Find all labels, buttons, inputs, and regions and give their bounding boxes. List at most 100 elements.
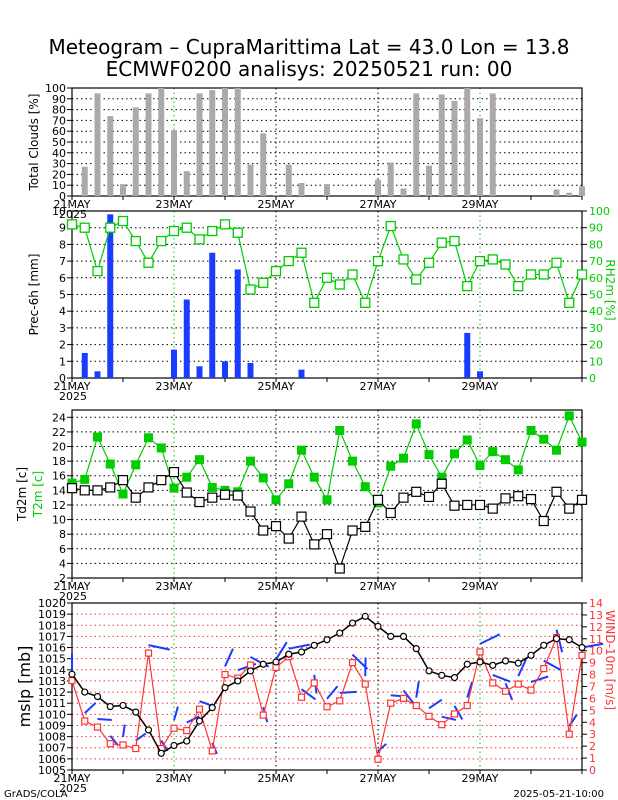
td2m-marker — [347, 525, 358, 536]
wind-barb — [428, 698, 443, 710]
y-tick-label: 1008 — [38, 731, 66, 744]
wind-marker — [183, 727, 191, 735]
t2m-marker — [399, 453, 408, 463]
rh-marker — [258, 277, 269, 288]
y-right-tick-label: 9 — [589, 657, 596, 670]
y-tick-label: 80 — [52, 104, 66, 117]
y-tick-label: 1012 — [38, 686, 66, 699]
x-tick-label: 29MAY — [462, 380, 499, 393]
td2m-marker — [334, 563, 345, 574]
y-tick-label: 60 — [52, 125, 66, 138]
wind-barb — [492, 673, 511, 683]
y-tick-label: 16 — [52, 470, 66, 483]
td2m-marker — [181, 487, 192, 498]
t2m-marker — [411, 419, 421, 429]
cloud-bar — [566, 192, 573, 196]
t2m-marker — [348, 456, 357, 466]
y-right-tick-label: 0 — [589, 372, 596, 385]
precip-bar — [196, 366, 203, 378]
mslp-marker — [119, 701, 127, 710]
y-tick-label: 90 — [52, 93, 66, 106]
mslp-marker — [336, 629, 344, 637]
t2m-marker — [284, 479, 294, 489]
rh-marker — [321, 272, 333, 283]
footer-left: GrADS/COLA — [4, 789, 68, 800]
y-right-tick-label: 10 — [589, 645, 603, 658]
y-right-tick-label: 14 — [589, 597, 603, 610]
rh-marker — [270, 265, 282, 277]
wind-marker — [514, 680, 522, 688]
mslp-marker — [501, 657, 510, 665]
t2m-marker — [360, 482, 370, 492]
t2m-marker — [144, 433, 153, 443]
wind-barb — [97, 718, 112, 722]
x-year-label: 2025 — [59, 390, 87, 403]
rh-marker — [283, 255, 294, 267]
mslp-marker — [361, 612, 369, 620]
mslp-marker — [348, 619, 357, 627]
td2m-ylabel: Td2m [c] — [15, 467, 29, 522]
wind-marker — [144, 649, 153, 657]
wind-barb — [402, 689, 415, 705]
cloud-bar — [438, 94, 445, 196]
wind-marker — [450, 710, 459, 718]
x-tick-label: 29MAY — [462, 198, 499, 211]
y-tick-label: 2 — [59, 339, 66, 352]
y-tick-label: 1018 — [38, 619, 66, 632]
cloud-bar — [94, 93, 101, 196]
chart-title-line1: Meteogram – CupraMarittima Lat = 43.0 Lo… — [48, 35, 569, 59]
y-right-tick-label: 11 — [589, 633, 603, 646]
td2m-marker — [105, 482, 116, 493]
mslp-marker — [132, 708, 140, 716]
cloud-bar — [234, 88, 241, 196]
y-tick-label: 6 — [59, 272, 66, 285]
y-right-tick-label: 40 — [589, 305, 603, 318]
x-tick-label: 21MAY — [54, 198, 91, 211]
y-tick-label: 70 — [52, 114, 66, 127]
rh-marker — [487, 254, 498, 265]
wind-marker — [527, 686, 535, 694]
rh-marker — [411, 274, 422, 285]
t2m-marker — [169, 483, 179, 493]
y-tick-label: 4 — [59, 305, 66, 318]
t2m-marker — [105, 459, 115, 469]
x-tick-label: 23MAY — [156, 198, 193, 211]
x-tick-label: 25MAY — [258, 380, 295, 393]
y-tick-label: 1 — [59, 355, 66, 368]
cloud-bar — [260, 133, 267, 196]
clouds-ylabel: Total Clouds [%] — [27, 94, 41, 192]
t2m-marker — [156, 443, 166, 453]
t2m-marker — [513, 465, 523, 475]
td2m-marker — [309, 539, 320, 550]
y-tick-label: 1005 — [38, 764, 66, 777]
t2m-marker — [131, 460, 141, 470]
mslp-marker — [297, 648, 306, 656]
mslp-marker — [527, 651, 535, 659]
cloud-bar — [81, 166, 88, 196]
x-tick-label: 27MAY — [360, 198, 397, 211]
wind-barb — [453, 705, 464, 720]
x-tick-label: 21MAY — [54, 380, 91, 393]
y-tick-label: 30 — [52, 158, 66, 171]
y-tick-label: 20 — [52, 441, 66, 454]
wind-marker — [195, 705, 204, 713]
wind-marker — [387, 699, 395, 707]
td2m-marker — [283, 533, 294, 544]
precip-bar — [222, 361, 228, 378]
rh-ylabel: RH2m [%] — [603, 259, 617, 320]
mslp-marker — [195, 717, 204, 725]
t2m-marker — [564, 411, 574, 421]
y-tick-label: 1020 — [38, 597, 66, 610]
mslp-marker — [106, 702, 114, 711]
precip-bar — [477, 371, 483, 378]
td2m-marker — [576, 494, 588, 505]
rh-marker — [564, 297, 575, 309]
y-tick-label: 0 — [59, 190, 66, 203]
wind-marker — [170, 724, 178, 732]
y-tick-label: 3 — [59, 322, 66, 335]
td2m-marker — [92, 485, 103, 496]
mslp-marker — [81, 688, 89, 696]
wind-barb — [479, 633, 501, 645]
wind-barb — [224, 648, 234, 667]
mslp-marker — [259, 660, 267, 668]
